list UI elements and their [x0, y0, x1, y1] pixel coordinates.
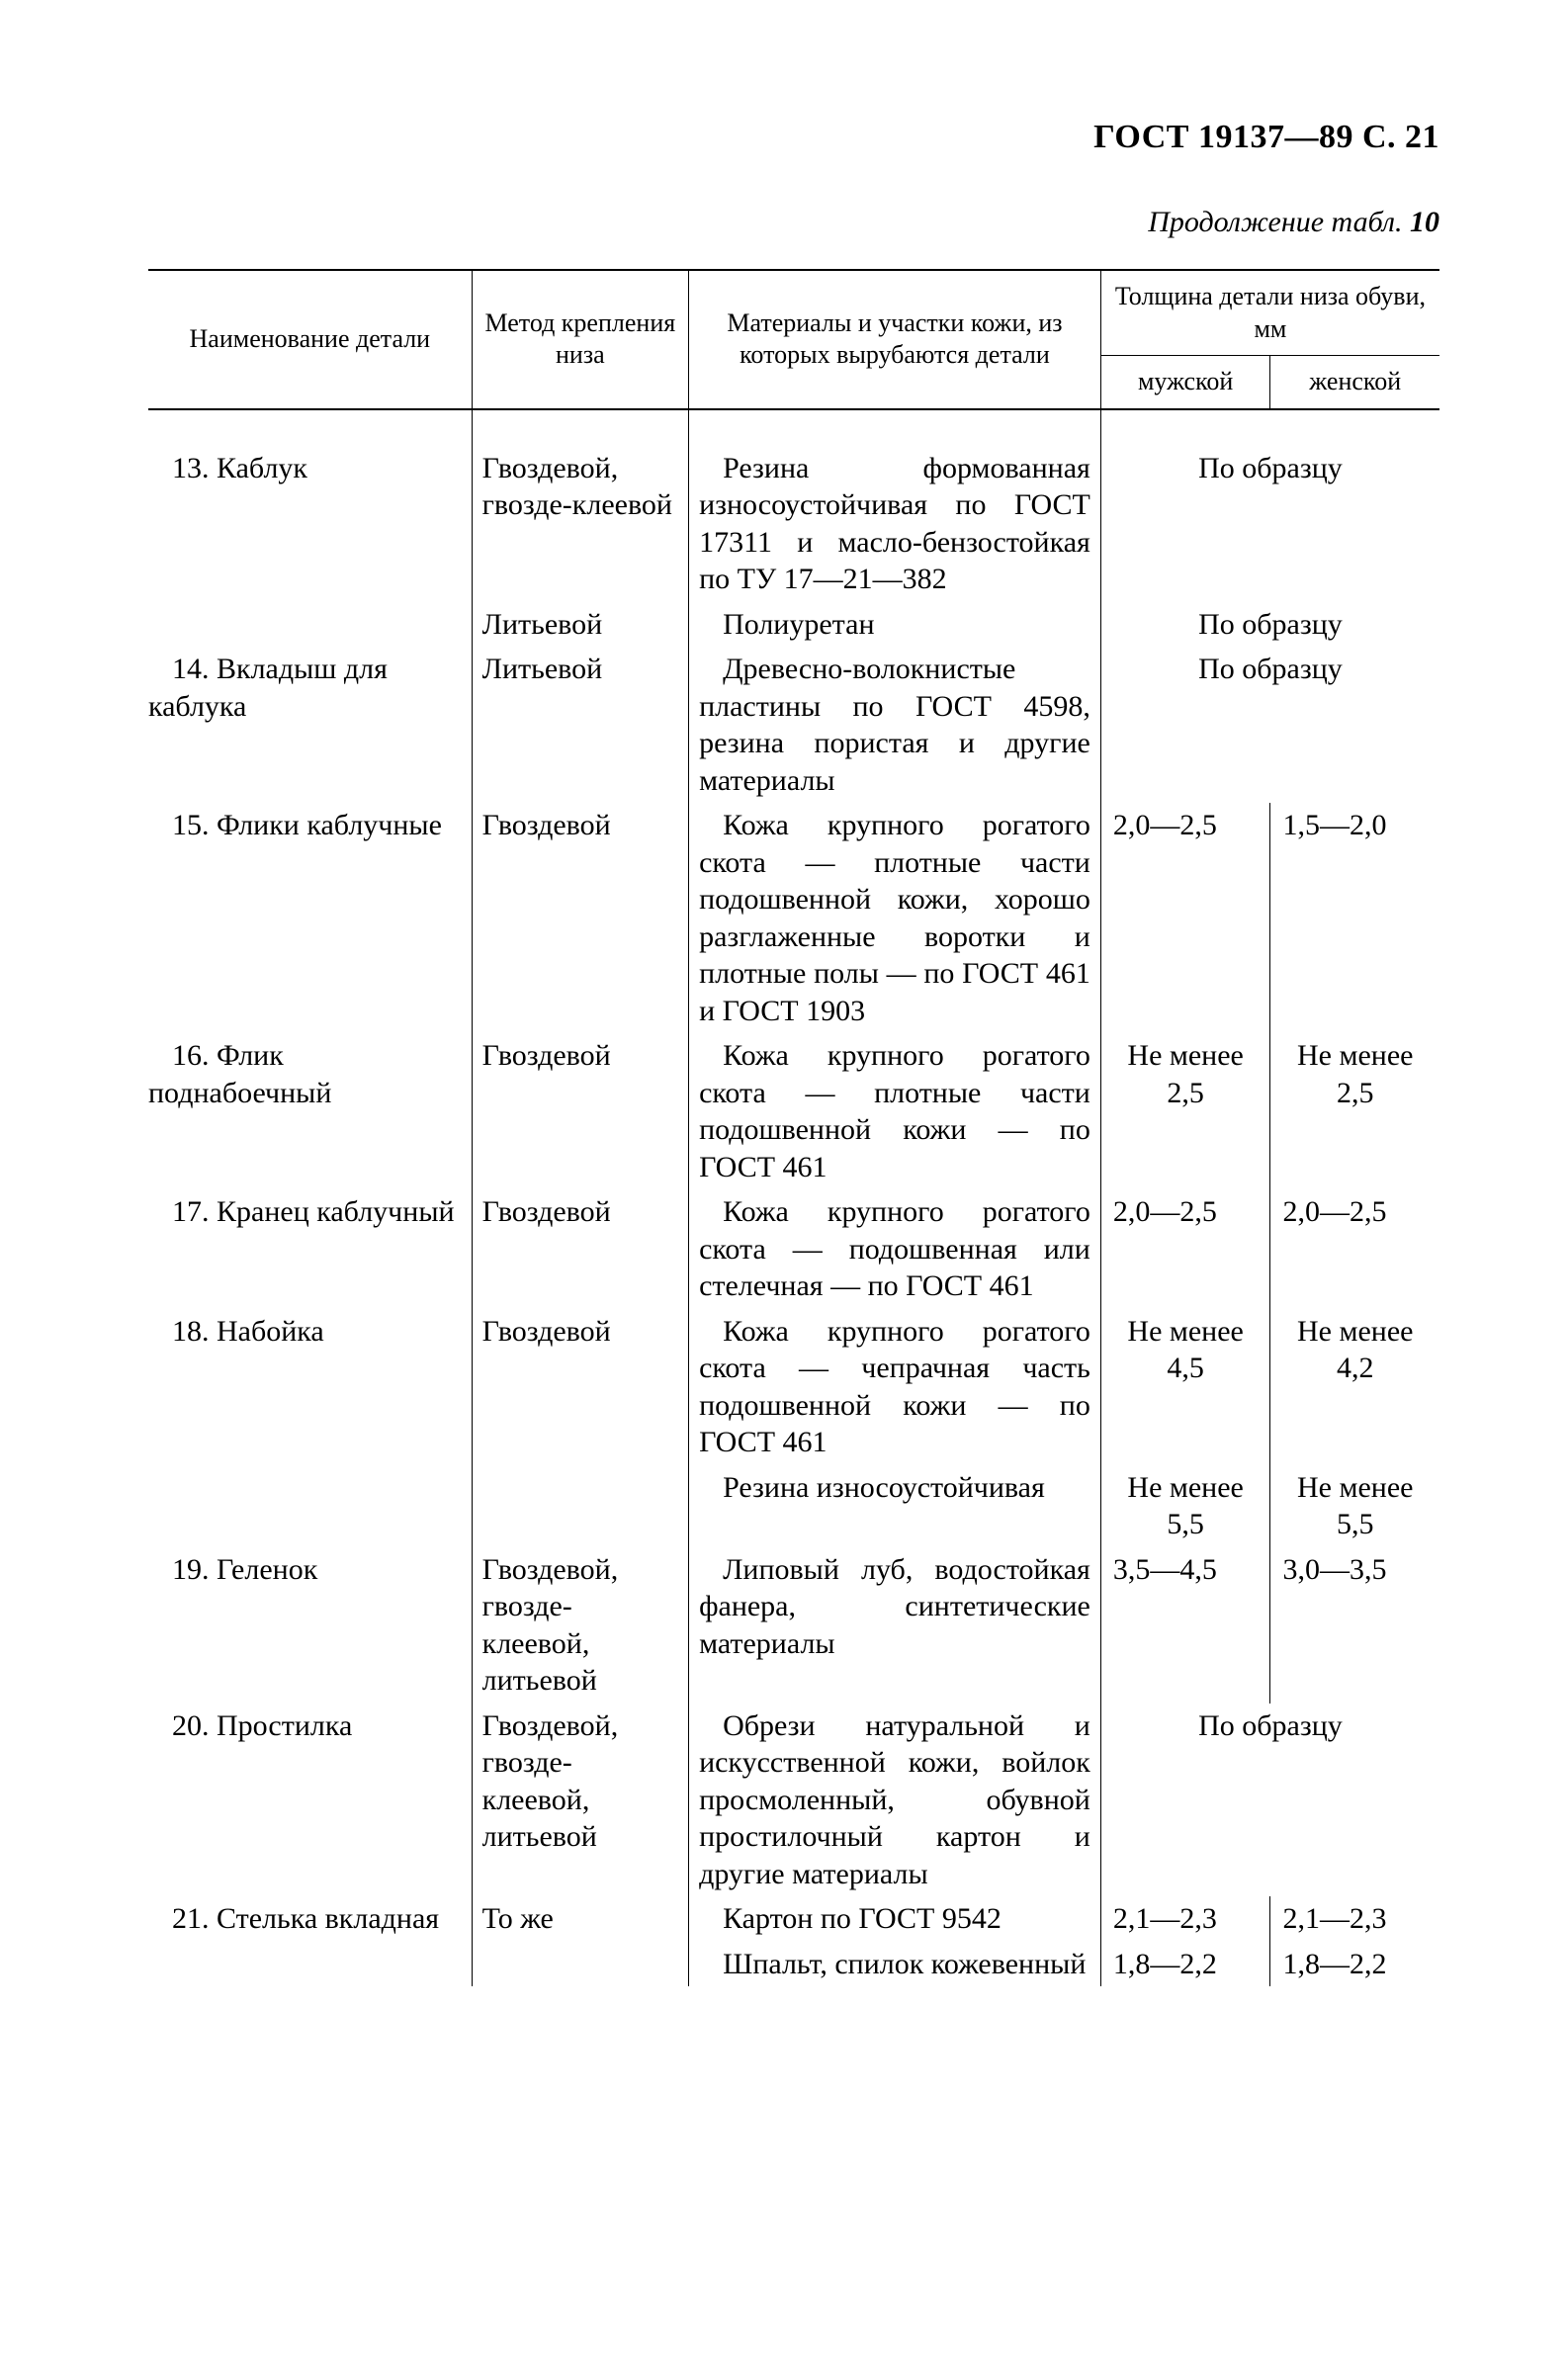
table-row: 20. ПростилкаГвоздевой, гвозде-клеевой, … — [148, 1704, 1439, 1897]
cell-materials: Обрези натуральной и искусственной кожи,… — [689, 1704, 1101, 1897]
table-row: 17. Кранец каблучныйГвоздевойКожа крупно… — [148, 1189, 1439, 1309]
cell-female: Не менее 2,5 — [1270, 1033, 1439, 1189]
cell-materials: Кожа крупного рогатого скота — чепрачная… — [689, 1309, 1101, 1465]
doc-header: ГОСТ 19137—89 С. 21 — [148, 119, 1439, 156]
cell-materials: Кожа крупного рогатого скота — подошвенн… — [689, 1189, 1101, 1309]
th-method: Метод крепления низа — [472, 270, 688, 408]
cell-male: Не менее 4,5 — [1100, 1309, 1270, 1465]
cell-method: Гвоздевой, гвозде-клеевой, литьевой — [472, 1547, 688, 1704]
cell-materials: Резина износоустойчивая — [689, 1465, 1101, 1547]
cell-thickness-span: По образцу — [1100, 1704, 1439, 1897]
th-materials: Материалы и участки кожи, из которых выр… — [689, 270, 1101, 408]
cell-method: Гвоздевой, гвозде-клеевой, литьевой — [472, 1704, 688, 1897]
cell-name: 15. Флики каблучные — [148, 803, 472, 1033]
cell-female: 2,0—2,5 — [1270, 1189, 1439, 1309]
cell-method: Гвоздевой, гвозде-клеевой — [472, 409, 688, 602]
cell-materials: Кожа крупного рогатого скота — плотные ч… — [689, 803, 1101, 1033]
cell-thickness-span: По образцу — [1100, 647, 1439, 803]
cell-name: 21. Стелька вкладная — [148, 1896, 472, 1942]
cell-method: Литьевой — [472, 602, 688, 648]
cell-male: 2,0—2,5 — [1100, 803, 1270, 1033]
cell-materials: Липовый луб, водостойкая фанера, синтети… — [689, 1547, 1101, 1704]
cell-name — [148, 1942, 472, 1987]
cell-male: Не менее 2,5 — [1100, 1033, 1270, 1189]
cell-female: 1,8—2,2 — [1270, 1942, 1439, 1987]
th-male: мужской — [1100, 356, 1270, 408]
cell-thickness-span: По образцу — [1100, 409, 1439, 602]
table-row: Шпальт, спилок кожевенный1,8—2,21,8—2,2 — [148, 1942, 1439, 1987]
cell-thickness-span: По образцу — [1100, 602, 1439, 648]
cell-materials: Древесно-волокнистые пластины по ГОСТ 45… — [689, 647, 1101, 803]
cell-method — [472, 1942, 688, 1987]
continuation-prefix: Продолжение табл. — [1148, 206, 1410, 238]
cell-male: 1,8—2,2 — [1100, 1942, 1270, 1987]
table-row: 16. Флик поднабоечныйГвоздевойКожа крупн… — [148, 1033, 1439, 1189]
cell-name: 17. Кранец каблучный — [148, 1189, 472, 1309]
cell-materials: Резина формованная износоустойчивая по Г… — [689, 409, 1101, 602]
page: ГОСТ 19137—89 С. 21 Продолжение табл. 10… — [0, 0, 1568, 2360]
cell-method: Гвоздевой — [472, 803, 688, 1033]
details-table: Наименование детали Метод крепления низа… — [148, 269, 1439, 1986]
cell-female: 3,0—3,5 — [1270, 1547, 1439, 1704]
th-name: Наименование детали — [148, 270, 472, 408]
cell-name: 13. Каблук — [148, 409, 472, 602]
cell-male: 3,5—4,5 — [1100, 1547, 1270, 1704]
cell-name: 20. Простилка — [148, 1704, 472, 1897]
cell-method: Литьевой — [472, 647, 688, 803]
cell-female: Не менее 5,5 — [1270, 1465, 1439, 1547]
cell-materials: Кожа крупного рогатого скота — плотные ч… — [689, 1033, 1101, 1189]
cell-name: 14. Вкладыш для каблука — [148, 647, 472, 803]
table-row: 19. ГеленокГвоздевой, гвозде-клеевой, ли… — [148, 1547, 1439, 1704]
cell-male: Не менее 5,5 — [1100, 1465, 1270, 1547]
cell-name: 16. Флик поднабоечный — [148, 1033, 472, 1189]
table-row: 14. Вкладыш для каблукаЛитьевойДревесно-… — [148, 647, 1439, 803]
continuation-number: 10 — [1410, 206, 1439, 238]
th-thickness: Толщина детали низа обуви, мм — [1100, 270, 1439, 356]
cell-male: 2,0—2,5 — [1100, 1189, 1270, 1309]
cell-materials: Шпальт, спилок кожевенный — [689, 1942, 1101, 1987]
cell-female: 1,5—2,0 — [1270, 803, 1439, 1033]
cell-method: То же — [472, 1896, 688, 1942]
th-female: женской — [1270, 356, 1439, 408]
cell-materials: Картон по ГОСТ 9542 — [689, 1896, 1101, 1942]
cell-female: 2,1—2,3 — [1270, 1896, 1439, 1942]
cell-method: Гвоздевой — [472, 1189, 688, 1309]
cell-method: Гвоздевой — [472, 1033, 688, 1189]
cell-materials: Полиуретан — [689, 602, 1101, 648]
table-continuation: Продолжение табл. 10 — [148, 206, 1439, 239]
table-row: 13. КаблукГвоздевой, гвозде-клеевойРезин… — [148, 409, 1439, 602]
cell-female: Не менее 4,2 — [1270, 1309, 1439, 1465]
cell-name: 18. Набойка — [148, 1309, 472, 1465]
cell-name — [148, 602, 472, 648]
table-row: Резина износоустойчиваяНе менее 5,5Не ме… — [148, 1465, 1439, 1547]
cell-method — [472, 1465, 688, 1547]
table-row: 15. Флики каблучныеГвоздевойКожа крупног… — [148, 803, 1439, 1033]
table-row: ЛитьевойПолиуретанПо образцу — [148, 602, 1439, 648]
table-row: 18. НабойкаГвоздевойКожа крупного рогато… — [148, 1309, 1439, 1465]
cell-name: 19. Геленок — [148, 1547, 472, 1704]
table-body: 13. КаблукГвоздевой, гвозде-клеевойРезин… — [148, 409, 1439, 1987]
cell-method: Гвоздевой — [472, 1309, 688, 1465]
table-row: 21. Стелька вкладнаяТо жеКартон по ГОСТ … — [148, 1896, 1439, 1942]
cell-male: 2,1—2,3 — [1100, 1896, 1270, 1942]
cell-name — [148, 1465, 472, 1547]
